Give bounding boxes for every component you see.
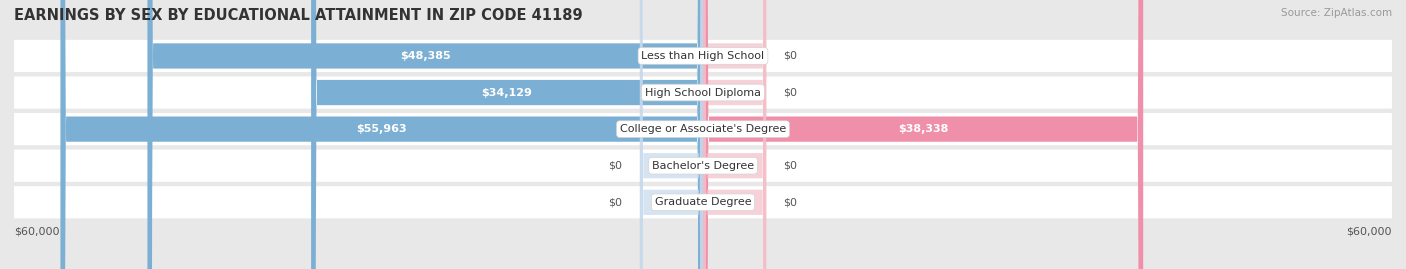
Text: $0: $0 <box>609 161 623 171</box>
FancyBboxPatch shape <box>703 0 1143 269</box>
Text: Graduate Degree: Graduate Degree <box>655 197 751 207</box>
FancyBboxPatch shape <box>14 40 1392 72</box>
FancyBboxPatch shape <box>703 0 766 269</box>
FancyBboxPatch shape <box>14 113 1392 145</box>
Text: $0: $0 <box>783 51 797 61</box>
FancyBboxPatch shape <box>703 0 766 269</box>
Text: Source: ZipAtlas.com: Source: ZipAtlas.com <box>1281 8 1392 18</box>
FancyBboxPatch shape <box>703 0 766 269</box>
FancyBboxPatch shape <box>14 76 1392 109</box>
FancyBboxPatch shape <box>311 0 703 269</box>
Text: $0: $0 <box>783 87 797 98</box>
Text: High School Diploma: High School Diploma <box>645 87 761 98</box>
FancyBboxPatch shape <box>640 0 703 269</box>
Text: $0: $0 <box>609 197 623 207</box>
Text: EARNINGS BY SEX BY EDUCATIONAL ATTAINMENT IN ZIP CODE 41189: EARNINGS BY SEX BY EDUCATIONAL ATTAINMEN… <box>14 8 582 23</box>
FancyBboxPatch shape <box>640 0 703 269</box>
Text: Less than High School: Less than High School <box>641 51 765 61</box>
FancyBboxPatch shape <box>60 0 703 269</box>
Text: $55,963: $55,963 <box>356 124 406 134</box>
FancyBboxPatch shape <box>703 0 766 269</box>
Text: Bachelor's Degree: Bachelor's Degree <box>652 161 754 171</box>
FancyBboxPatch shape <box>14 186 1392 218</box>
Text: $0: $0 <box>783 197 797 207</box>
Text: $48,385: $48,385 <box>399 51 450 61</box>
FancyBboxPatch shape <box>148 0 703 269</box>
Text: $60,000: $60,000 <box>1347 226 1392 236</box>
Text: $38,338: $38,338 <box>898 124 948 134</box>
Text: $60,000: $60,000 <box>14 226 59 236</box>
Text: College or Associate's Degree: College or Associate's Degree <box>620 124 786 134</box>
Text: $34,129: $34,129 <box>482 87 533 98</box>
Text: $0: $0 <box>783 161 797 171</box>
FancyBboxPatch shape <box>14 150 1392 182</box>
